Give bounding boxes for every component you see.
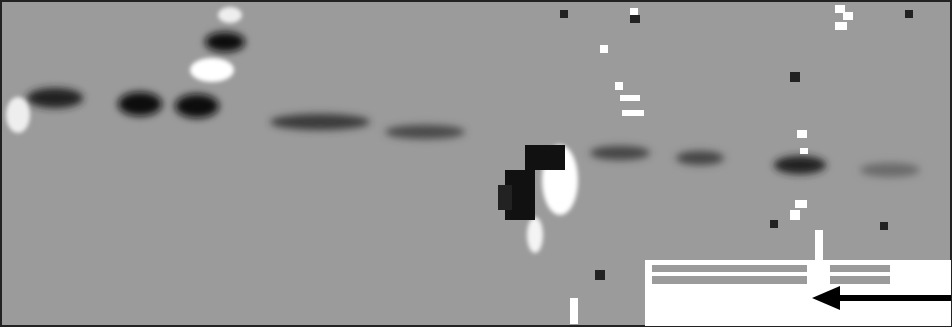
scale-box	[645, 260, 951, 326]
difference-image	[0, 0, 952, 327]
page	[0, 0, 952, 327]
